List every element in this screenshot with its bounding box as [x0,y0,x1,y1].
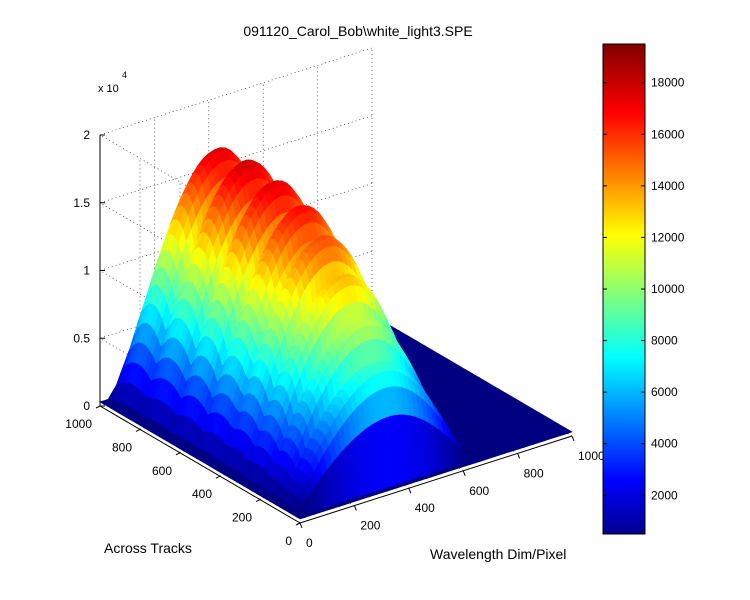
colorbar-tick-label: 8000 [651,334,678,348]
x-axis-label: Wavelength Dim/Pixel [430,546,566,562]
colorbar-ticks: 2000 4000 6000 8000 10000 12000 14000 16000 1800… [603,76,685,502]
colorbar-tick-label: 18000 [651,76,685,90]
z-tick-label: 1.5 [73,196,90,210]
z-tick-label: 2 [83,128,90,142]
x-tick-label: 800 [524,466,544,480]
y-tick-label: 0 [285,534,292,548]
surface-plot [99,147,573,520]
colorbar-tick-label: 14000 [651,179,685,193]
y-tick-label: 200 [232,511,252,525]
z-tick-label: 0.5 [73,331,90,345]
x-tick-label: 1000 [578,449,605,463]
z-exponent-power: 4 [122,70,127,80]
y-axis-label: Across Tracks [104,540,192,556]
z-tick-label: 1 [83,264,90,278]
x-tick-label: 0 [306,536,313,550]
colorbar-tick-label: 6000 [651,385,678,399]
chart-title: 091120_Carol_Bob\white_light3.SPE [243,23,472,39]
colorbar-tick-label: 16000 [651,127,685,141]
axis-ticks: 0 200 400 600 800 1000 0 200 400 600 800 1000 0 0.5 1 1… [65,128,605,550]
x-tick-label: 400 [415,501,435,515]
y-tick-label: 1000 [65,417,92,431]
y-tick-label: 600 [152,464,172,478]
colorbar-tick-label: 4000 [651,437,678,451]
x-tick-label: 600 [469,484,489,498]
colorbar-tick-label: 10000 [651,282,685,296]
z-tick-label: 0 [83,399,90,413]
x-tick-label: 200 [360,519,380,533]
y-tick-label: 400 [192,487,212,501]
y-tick-label: 800 [112,440,132,454]
colorbar-tick-label: 12000 [651,230,685,244]
colorbar [602,43,646,535]
z-exponent-label: x 10 [98,83,119,95]
colorbar-tick-label: 2000 [651,488,678,502]
